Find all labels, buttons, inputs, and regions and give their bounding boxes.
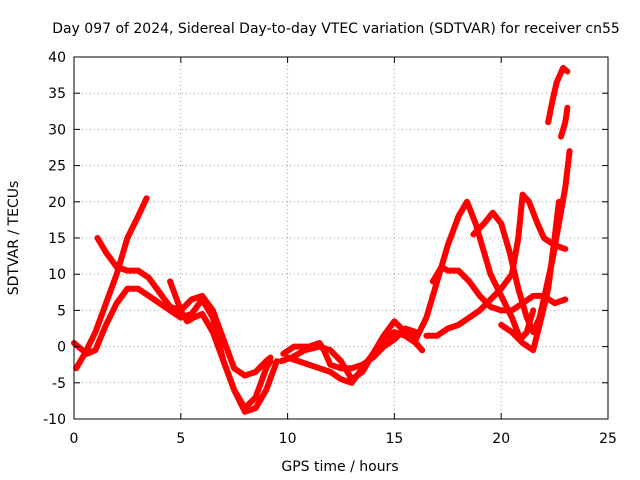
- y-tick-label: -10: [43, 412, 66, 428]
- x-tick-label: 15: [385, 431, 403, 447]
- y-tick-label: 40: [48, 50, 66, 66]
- y-tick-label: 20: [48, 195, 66, 211]
- x-tick-label: 10: [279, 431, 297, 447]
- y-tick-label: 30: [48, 122, 66, 138]
- series-arc-3: [94, 235, 274, 379]
- data-series-group: [71, 64, 573, 415]
- x-axis-label: GPS time / hours: [281, 459, 398, 475]
- series-arc-6: [280, 325, 419, 372]
- series-arc-14: [558, 104, 571, 140]
- y-axis-label: SDTVAR / TECUs: [6, 181, 22, 296]
- y-tick-label: -5: [52, 376, 66, 392]
- series-arc-13: [545, 64, 571, 126]
- chart-title: Day 097 of 2024, Sidereal Day-to-day VTE…: [52, 21, 620, 37]
- y-tick-label: 25: [48, 159, 66, 175]
- axis-ticks: 0 5 10 15 20 25 -10 -5 0 5 10 15 20 25 30 35 40: [43, 50, 617, 447]
- y-tick-label: 10: [48, 267, 66, 283]
- x-tick-label: 5: [176, 431, 185, 447]
- series-arc-12: [498, 198, 562, 354]
- y-tick-label: 35: [48, 86, 66, 102]
- x-tick-label: 0: [70, 431, 79, 447]
- x-tick-label: 25: [599, 431, 617, 447]
- x-tick-label: 20: [492, 431, 510, 447]
- series-arc-9: [423, 191, 569, 339]
- y-tick-label: 0: [57, 340, 66, 356]
- series-arc-7: [284, 329, 426, 386]
- y-tick-label: 15: [48, 231, 66, 247]
- series-arc-4: [167, 278, 280, 415]
- y-tick-label: 5: [57, 303, 66, 319]
